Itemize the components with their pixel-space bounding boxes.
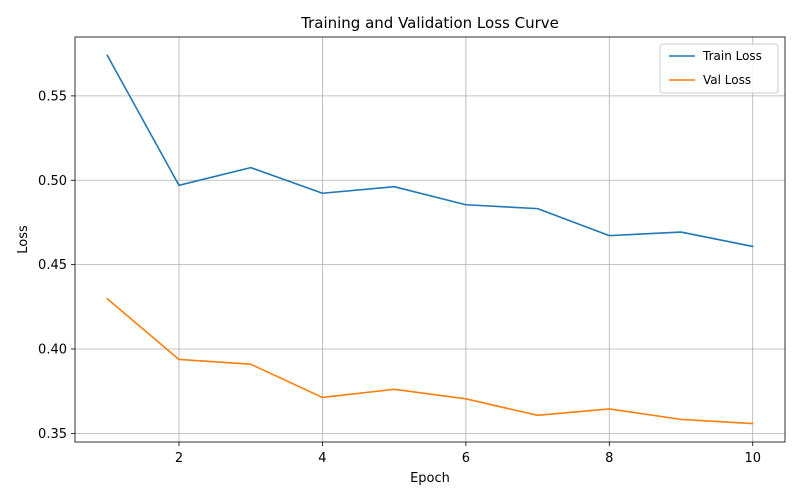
chart-title: Training and Validation Loss Curve — [300, 14, 559, 32]
legend: Train Loss Val Loss — [659, 43, 779, 94]
y-tick-label: 0.45 — [38, 258, 67, 273]
legend-label-train-loss: Train Loss — [702, 49, 762, 63]
x-tick-label: 4 — [318, 451, 326, 466]
y-tick-label: 0.40 — [38, 343, 67, 358]
y-tick-label: 0.55 — [38, 89, 67, 104]
series-line-val-loss — [106, 297, 754, 425]
x-tick-label: 8 — [605, 451, 613, 466]
y-tick-label: 0.50 — [38, 174, 67, 189]
grid — [75, 37, 785, 442]
x-tick-label: 10 — [744, 451, 761, 466]
ticks: 2 4 6 8 10 0.35 0.40 0.45 0.50 0.55 — [38, 89, 761, 466]
y-tick-label: 0.35 — [38, 427, 67, 442]
y-axis-label: Loss — [16, 225, 31, 254]
legend-label-val-loss: Val Loss — [703, 73, 751, 87]
x-tick-label: 2 — [175, 451, 183, 466]
x-axis-label: Epoch — [410, 471, 450, 486]
x-tick-label: 6 — [462, 451, 470, 466]
series-line-train-loss — [106, 54, 754, 248]
plot-area-frame — [74, 36, 786, 443]
series-layer — [106, 54, 754, 425]
